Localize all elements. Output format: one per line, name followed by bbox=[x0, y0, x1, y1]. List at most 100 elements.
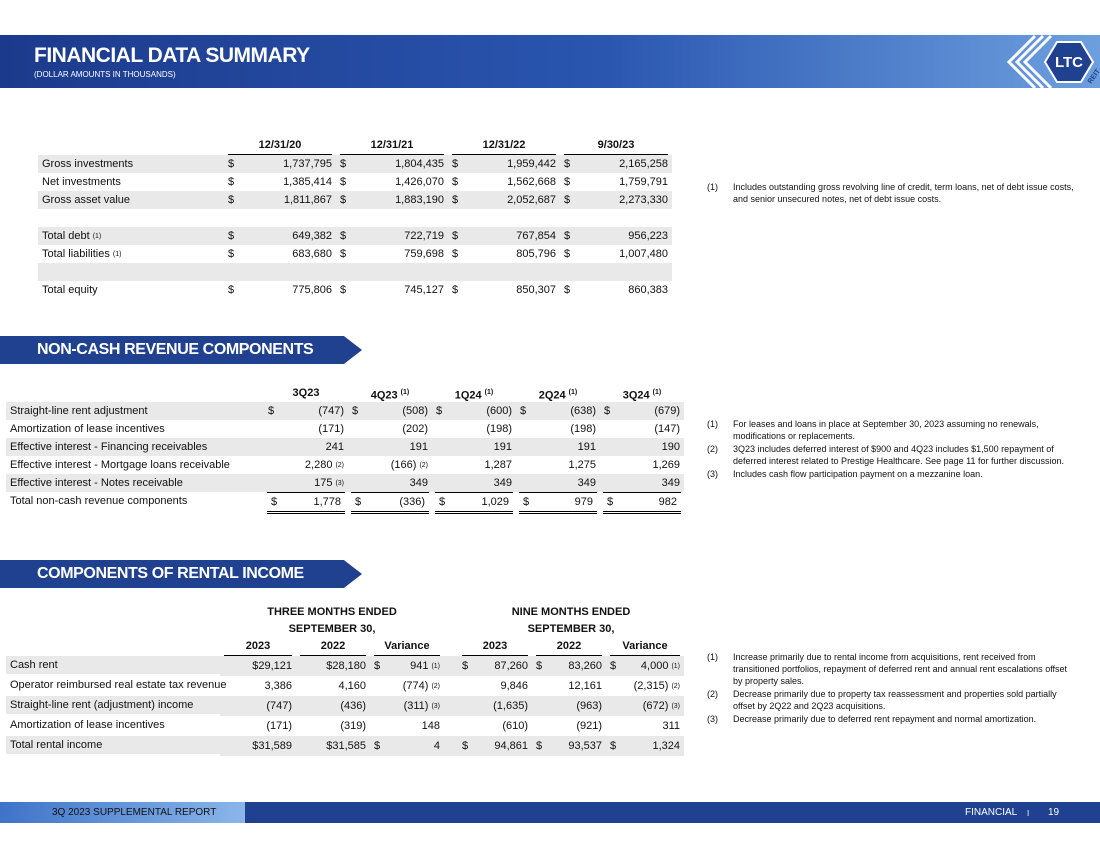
row-label: Total non-cash revenue components bbox=[6, 492, 264, 510]
column-header: 2022 bbox=[536, 638, 602, 656]
currency-sign: $ bbox=[355, 496, 362, 508]
table-cell: (166) (2) bbox=[348, 456, 432, 474]
cell-value: 1,811,867 bbox=[283, 194, 332, 206]
table-cell: $775,806 bbox=[224, 281, 336, 299]
row-label: Amortization of lease incentives bbox=[6, 716, 220, 734]
blank-row bbox=[38, 263, 672, 281]
footnote-ref: (1) bbox=[568, 389, 578, 396]
table-cell: $1,562,668 bbox=[448, 173, 560, 191]
table-cell: $1,959,442 bbox=[448, 155, 560, 173]
table-cell: 1,275 bbox=[516, 456, 600, 474]
cell-value: 683,680 bbox=[292, 248, 332, 260]
currency-sign: $ bbox=[564, 284, 571, 296]
cell-value: 12,161 bbox=[568, 680, 602, 692]
currency-sign: $ bbox=[452, 176, 459, 188]
table-cell: $860,383 bbox=[560, 281, 672, 299]
table-cell: 4,160 bbox=[296, 676, 370, 696]
cell-value: (679) bbox=[654, 405, 680, 417]
cell-value: 349 bbox=[493, 477, 512, 489]
column-header: SEPTEMBER 30, bbox=[527, 623, 615, 635]
footnote-ref: (3) bbox=[671, 702, 680, 710]
footnote-ref: (2) bbox=[671, 682, 680, 690]
table-cell: 175 (3) bbox=[264, 474, 348, 492]
table-cell: $ (638) bbox=[516, 402, 600, 420]
currency-sign: $ bbox=[523, 496, 530, 508]
currency-sign: $ bbox=[462, 740, 469, 752]
cell-value: 982 bbox=[658, 496, 677, 508]
label-text: Total rental income bbox=[10, 739, 103, 751]
table-cell: $93,537 bbox=[532, 736, 606, 756]
column-header: 12/31/21 bbox=[340, 137, 444, 155]
footnote-number: (1) bbox=[707, 419, 718, 429]
table-cell: $683,680 bbox=[224, 245, 336, 263]
spacer bbox=[6, 638, 220, 656]
table-cell: $2,165,258 bbox=[560, 155, 672, 173]
cell-value: 241 bbox=[325, 441, 344, 453]
table-cell: $ (336) bbox=[351, 492, 429, 514]
spacer bbox=[6, 621, 220, 638]
footnote-ref: (1) bbox=[431, 662, 440, 670]
spacer bbox=[444, 696, 458, 716]
table-cell: $941 (1) bbox=[370, 656, 444, 676]
label-text: Total debt bbox=[42, 230, 90, 242]
footnote-text: Includes cash flow participation payment… bbox=[733, 469, 983, 479]
header-text: 4Q23 bbox=[370, 389, 398, 402]
table-cell: (171) bbox=[220, 716, 296, 736]
column-header: Variance bbox=[610, 638, 680, 656]
cell-value: (638) bbox=[570, 405, 596, 417]
cell-value: 4,160 bbox=[338, 680, 366, 692]
cell-value: 2,280 bbox=[304, 459, 333, 471]
table-cell: 190 bbox=[600, 438, 684, 456]
currency-sign: $ bbox=[228, 284, 235, 296]
header-bar bbox=[0, 35, 1100, 88]
table-cell: 9,846 bbox=[458, 676, 532, 696]
cell-value: 745,127 bbox=[404, 284, 444, 296]
cell-value: 1,562,668 bbox=[507, 176, 556, 188]
header-text: 2Q24 bbox=[538, 389, 566, 402]
table-cell: $28,180 bbox=[296, 656, 370, 676]
currency-sign: $ bbox=[452, 230, 459, 242]
table-cell: $87,260 bbox=[458, 656, 532, 676]
header-text: 3Q23 bbox=[292, 387, 320, 399]
table-cell: $956,223 bbox=[560, 227, 672, 245]
footnote-ref: (1) bbox=[400, 389, 410, 396]
footnote-text: Increase primarily due to rental income … bbox=[733, 652, 1068, 686]
currency-sign: $ bbox=[564, 194, 571, 206]
currency-sign: $ bbox=[452, 194, 459, 206]
cell-value: 349 bbox=[577, 477, 596, 489]
cell-value: 1,007,480 bbox=[619, 248, 668, 260]
cell-value: (171) bbox=[318, 423, 344, 435]
cell-value: (336) bbox=[399, 496, 425, 508]
cell-value: (166) bbox=[390, 459, 417, 471]
cell-value: 2,273,330 bbox=[619, 194, 668, 206]
currency-sign: $ bbox=[228, 176, 235, 188]
table-cell: $2,052,687 bbox=[448, 191, 560, 209]
cell-value: 83,260 bbox=[568, 660, 602, 672]
cell-value: $28,180 bbox=[326, 660, 366, 672]
footnote-number: (3) bbox=[707, 714, 718, 724]
footnote-ref: (1) bbox=[112, 250, 122, 258]
currency-sign: $ bbox=[340, 230, 347, 242]
currency-sign: $ bbox=[452, 284, 459, 296]
rental-table: THREE MONTHS ENDED NINE MONTHS ENDED SEPTE… bbox=[6, 604, 684, 756]
row-label: Net investments bbox=[38, 173, 224, 191]
cell-value: (436) bbox=[340, 700, 366, 712]
footnote-number: (2) bbox=[707, 689, 718, 699]
table-cell: $745,127 bbox=[336, 281, 448, 299]
column-header: 1Q24 (1) bbox=[436, 385, 512, 402]
cell-value: 148 bbox=[421, 720, 440, 732]
table-cell: $ (747) bbox=[264, 402, 348, 420]
spacer bbox=[444, 656, 458, 676]
table-cell: 1,287 bbox=[432, 456, 516, 474]
table-cell: $722,719 bbox=[336, 227, 448, 245]
cell-value: 349 bbox=[661, 477, 680, 489]
footnote-ref: (1) bbox=[484, 389, 494, 396]
footnote-text: Decrease primarily due to property tax r… bbox=[733, 689, 1057, 711]
cell-value: (747) bbox=[318, 405, 344, 417]
table-cell: $31,589 bbox=[220, 736, 296, 756]
table-cell: (171) bbox=[264, 420, 348, 438]
cell-value: 722,719 bbox=[404, 230, 444, 242]
label-text: Total liabilities bbox=[42, 248, 110, 260]
column-header: NINE MONTHS ENDED bbox=[511, 606, 631, 618]
table-cell: $1,385,414 bbox=[224, 173, 336, 191]
